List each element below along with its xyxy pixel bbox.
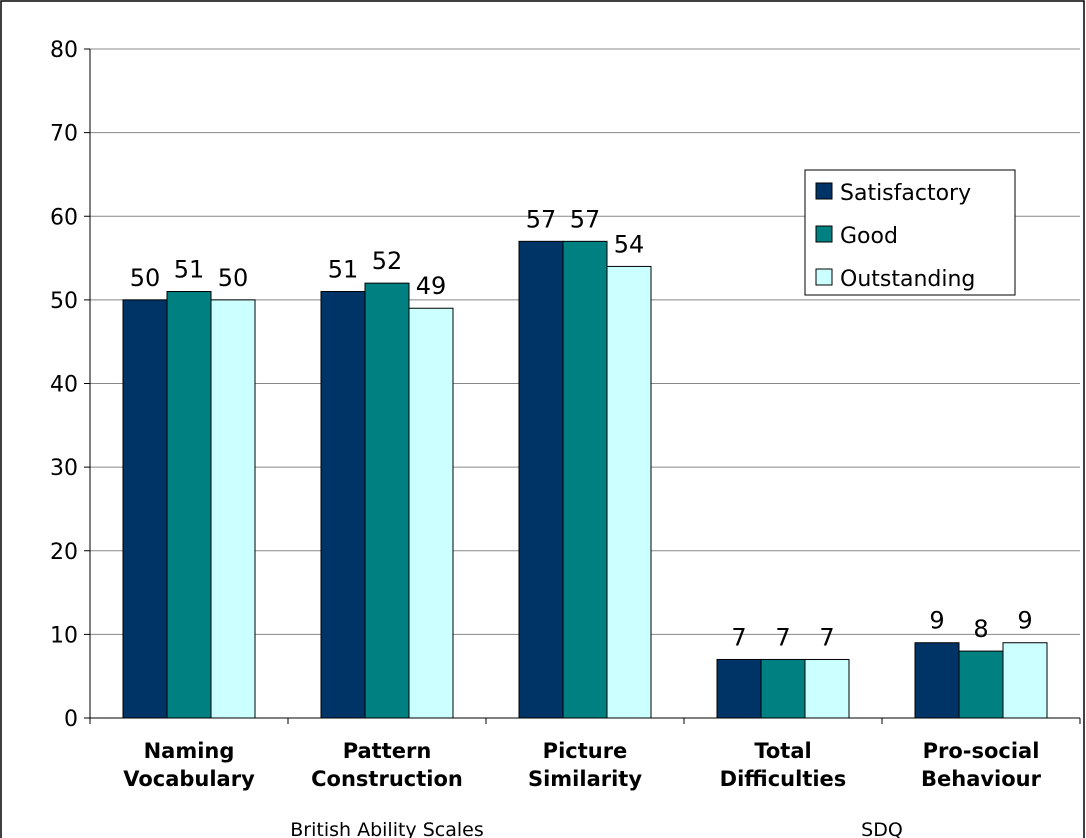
data-label: 7 [819,623,834,651]
data-label: 54 [614,230,645,258]
category-label: Difficulties [720,767,847,791]
data-label: 50 [218,264,249,292]
bar-satisfactory-0 [122,299,168,719]
bar-outstanding-0 [210,299,256,719]
category-label: Naming [144,739,235,763]
category-label: Pattern [343,739,432,763]
bar-good-4 [958,650,1004,719]
category-labels: Naming Vocabulary Pattern Construction Pictu… [123,739,1041,838]
axes: 0 10 20 30 40 50 60 70 80 [50,38,1081,732]
legend-swatch-satisfactory [815,182,833,200]
category-label: Total [754,739,811,763]
category-label: Construction [311,767,463,791]
data-label: 51 [174,256,205,284]
bars [122,240,1048,719]
category-label: Picture [543,739,628,763]
group-label: SDQ [861,819,903,838]
group-label: British Ability Scales [290,819,483,838]
category-label: Similarity [528,767,642,791]
y-tick-label: 40 [50,373,78,398]
category-label: Vocabulary [123,767,255,791]
y-tick-label: 60 [50,205,78,230]
data-label: 9 [929,607,944,635]
legend-box [804,169,1016,296]
data-label: 7 [775,623,790,651]
bar-satisfactory-3 [716,658,762,719]
y-tick-label: 20 [50,540,78,565]
bar-outstanding-2 [606,265,652,719]
legend-swatch-outstanding [815,268,833,286]
bar-good-3 [760,658,806,719]
data-label: 51 [328,256,359,284]
y-tick-label: 30 [50,456,78,481]
bar-satisfactory-4 [914,642,960,719]
y-tick-label: 10 [50,623,78,648]
bar-outstanding-3 [804,658,850,719]
y-tick-label: 50 [50,289,78,314]
legend-label: Outstanding [840,267,975,292]
data-label: 7 [731,623,746,651]
bar-satisfactory-2 [518,240,564,719]
data-label: 49 [416,272,447,300]
legend-label: Good [840,224,898,249]
y-tick-label: 70 [50,122,78,147]
bar-outstanding-4 [1002,642,1048,719]
y-tick-label: 0 [64,707,78,732]
legend-swatch-good [815,225,833,243]
data-labels: 50 51 50 51 52 49 57 57 54 7 7 7 9 8 9 [130,205,1033,651]
category-label: Pro-social [923,739,1040,763]
data-label: 52 [372,247,403,275]
bar-satisfactory-1 [320,291,366,719]
legend: Satisfactory Good Outstanding [804,169,1016,296]
bar-outstanding-1 [408,307,454,719]
y-tick-label: 80 [50,38,78,63]
data-label: 57 [526,205,557,233]
bar-good-0 [166,291,212,719]
legend-label: Satisfactory [840,181,971,206]
data-label: 9 [1017,607,1032,635]
data-label: 57 [570,205,601,233]
data-label: 50 [130,264,161,292]
category-label: Behaviour [921,767,1042,791]
bar-good-1 [364,282,410,719]
bar-good-2 [562,240,608,719]
data-label: 8 [973,615,988,643]
